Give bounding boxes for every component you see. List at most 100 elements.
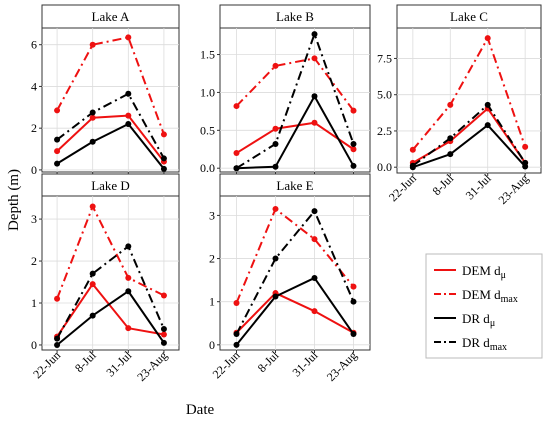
panel-frame xyxy=(396,27,542,174)
panel-title: Lake D xyxy=(91,178,130,193)
panel-title: Lake A xyxy=(92,9,131,24)
series-line xyxy=(235,276,355,346)
legend-label: DEM dmax xyxy=(462,287,518,305)
x-tick-label: 22-Jun xyxy=(30,348,63,381)
x-tick-label: 23-Aug xyxy=(134,348,170,384)
data-point xyxy=(160,331,167,338)
data-point xyxy=(54,148,61,155)
data-point xyxy=(233,299,240,306)
panel-title: Lake B xyxy=(276,9,314,24)
data-point xyxy=(272,163,279,170)
series-line xyxy=(235,210,355,335)
y-tick-label: 7.5 xyxy=(377,51,392,65)
data-point xyxy=(350,298,357,305)
y-tick-label: 0 xyxy=(31,338,37,352)
data-point xyxy=(272,205,279,212)
data-point xyxy=(272,140,279,147)
y-tick-label: 6 xyxy=(31,38,37,52)
data-point xyxy=(447,151,454,158)
data-point xyxy=(125,274,132,281)
data-point xyxy=(125,121,132,127)
y-tick-label: 2 xyxy=(209,252,215,266)
data-point xyxy=(54,335,61,342)
data-point xyxy=(89,281,96,288)
data-point xyxy=(89,109,96,116)
panel-1: Lake A 0 2 4 6 xyxy=(31,4,180,177)
y-axis-title: Depth (m) xyxy=(6,169,22,231)
series-line xyxy=(56,290,165,346)
data-point xyxy=(350,140,357,147)
x-tick-label: 22-Jun xyxy=(386,171,419,204)
data-point xyxy=(311,208,318,215)
data-point xyxy=(311,274,318,281)
y-tick-label: 0 xyxy=(31,163,37,177)
series-line xyxy=(56,123,165,170)
panel-title: Lake C xyxy=(450,9,488,24)
y-tick-label: 1.5 xyxy=(200,48,215,62)
data-point xyxy=(160,292,167,299)
data-point xyxy=(350,331,357,338)
series-line xyxy=(56,92,165,159)
data-point xyxy=(447,101,454,108)
data-point xyxy=(272,125,279,132)
data-point xyxy=(54,107,61,114)
data-point xyxy=(89,203,96,210)
data-point xyxy=(125,288,132,295)
data-point xyxy=(311,55,318,62)
data-point xyxy=(125,325,132,332)
data-point xyxy=(311,31,318,38)
data-point xyxy=(125,34,132,41)
series-line xyxy=(412,37,527,151)
x-tick-label: 22-Jun xyxy=(210,348,243,381)
series-line xyxy=(235,33,355,170)
panel-4: Lake D 0 1 2 3 22-Jun 8-Jul 31-Jul 23-Aug xyxy=(30,173,180,384)
data-point xyxy=(160,339,167,346)
y-tick-label: 3 xyxy=(209,208,215,222)
y-tick-label: 1 xyxy=(209,295,215,309)
data-point xyxy=(89,41,96,48)
y-tick-label: 1.0 xyxy=(200,85,215,99)
panel-frame xyxy=(41,27,180,173)
x-tick-label: 31-Jul xyxy=(290,348,322,380)
panel-title: Lake E xyxy=(276,178,313,193)
data-point xyxy=(54,341,61,348)
data-point xyxy=(125,112,132,119)
data-point xyxy=(125,243,132,250)
data-point xyxy=(409,162,416,169)
x-tick-label: 31-Jul xyxy=(463,171,495,203)
legend-label: DR dμ xyxy=(462,311,495,329)
data-point xyxy=(160,131,167,138)
data-point xyxy=(311,308,318,315)
series-line xyxy=(412,103,527,167)
x-tick-label: 8-Jul xyxy=(72,348,99,375)
data-point xyxy=(233,165,240,172)
data-point xyxy=(311,119,318,126)
data-point xyxy=(54,136,61,143)
y-tick-label: 2.5 xyxy=(377,124,392,138)
x-tick-label: 23-Aug xyxy=(495,171,531,207)
series-line xyxy=(235,121,355,154)
series-line xyxy=(412,124,526,169)
data-point xyxy=(311,236,318,243)
data-point xyxy=(272,62,279,69)
y-tick-label: 0 xyxy=(209,338,215,352)
series-line xyxy=(56,114,165,163)
y-tick-label: 4 xyxy=(31,79,37,93)
data-point xyxy=(447,135,454,142)
data-point xyxy=(350,107,357,114)
data-point xyxy=(89,114,96,121)
data-point xyxy=(272,293,279,300)
data-point xyxy=(409,146,416,153)
data-point xyxy=(522,159,529,166)
data-point xyxy=(160,165,167,172)
y-tick-label: 0.5 xyxy=(200,123,215,137)
panel-3: Lake C 0.0 2.5 5.0 7.5 22-Jun 8-Jul 31-Jul 23-Au… xyxy=(377,4,542,207)
panel-5: Lake E 0 1 2 3 22-Jun 8-Jul 31-Jul 23-Aug xyxy=(209,173,371,384)
y-tick-label: 1 xyxy=(31,296,37,310)
panel-2: Lake B 0.0 0.5 1.0 1.5 xyxy=(200,4,371,175)
x-tick-label: 8-Jul xyxy=(255,348,282,375)
data-point xyxy=(233,103,240,110)
series-line xyxy=(56,205,165,300)
series-line xyxy=(236,95,355,170)
